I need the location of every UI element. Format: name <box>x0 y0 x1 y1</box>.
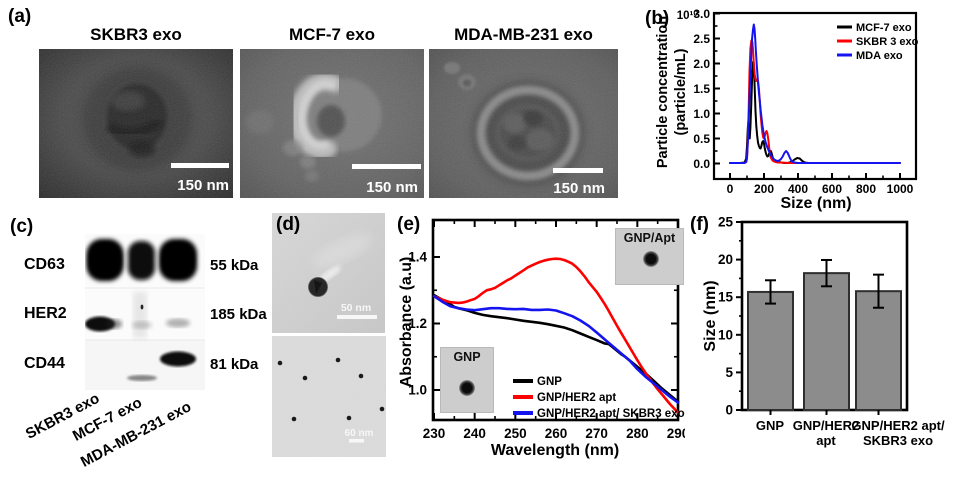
chart-particle-size-distribution: 0 200 400 600 800 1000 0.0 0.5 1.0 1.5 2.0 2.5 3.0 MC… <box>655 7 919 212</box>
tem-image-gnp-single: 50 nm <box>272 213 385 333</box>
scale-bar-label-d1: 50 nm <box>341 302 371 314</box>
svg-text:GNP: GNP <box>537 376 562 388</box>
panel-c-label: (c) <box>10 216 34 237</box>
svg-text:270: 270 <box>585 426 608 441</box>
svg-text:SKBR 3 exo: SKBR 3 exo <box>856 36 919 48</box>
blot-weight-label-81kda: 81 kDa <box>210 356 259 373</box>
tem-image-gnp-dispersed: 60 nm <box>272 336 386 457</box>
svg-text:280: 280 <box>626 426 649 441</box>
blot-row-label-cd63: CD63 <box>24 256 65 273</box>
svg-text:GNP/HER2: GNP/HER2 <box>793 418 859 433</box>
svg-text:GNP/HER2 apt/ SKBR3 exo: GNP/HER2 apt/ SKBR3 exo <box>537 408 685 420</box>
panel-d-label: (d) <box>276 214 301 235</box>
inset-gnp-label: GNP <box>453 350 481 364</box>
svg-text:5: 5 <box>725 365 733 380</box>
blot-weight-label-55kda: 55 kDa <box>210 257 259 274</box>
panel-a-label: (a) <box>8 6 32 27</box>
tem-image-skbr3-exo: 150 nm <box>39 49 233 198</box>
svg-text:1000: 1000 <box>887 182 914 196</box>
svg-text:1.2: 1.2 <box>408 316 427 331</box>
scale-bar-label-a3: 150 nm <box>553 180 605 197</box>
svg-text:20: 20 <box>718 252 733 267</box>
svg-text:15: 15 <box>718 290 734 305</box>
tem-title-skbr3: SKBR3 exo <box>90 25 182 44</box>
svg-text:400: 400 <box>788 182 808 196</box>
svg-text:MDA exo: MDA exo <box>856 50 903 62</box>
svg-text:240: 240 <box>463 426 486 441</box>
svg-text:GNP/HER2 apt/: GNP/HER2 apt/ <box>851 418 945 433</box>
svg-text:10: 10 <box>718 327 733 342</box>
blot-row-label-cd44: CD44 <box>24 355 65 372</box>
svg-text:Size (nm): Size (nm) <box>702 280 719 351</box>
panel-f-label: (f) <box>690 214 709 235</box>
svg-text:0.0: 0.0 <box>693 157 710 171</box>
gnp-apt-particle-dot <box>643 251 659 267</box>
svg-text:Wavelength (nm): Wavelength (nm) <box>491 442 619 459</box>
tem-image-mda-exo: 150 nm <box>429 49 618 198</box>
chart-absorbance-spectra: 230 240 250 260 270 280 290 1.0 1.2 1.4 GNP GNP/HER… <box>398 218 685 459</box>
svg-text:2.0: 2.0 <box>693 57 710 71</box>
panel-b-label: (b) <box>645 8 670 29</box>
western-blot-image <box>85 234 205 390</box>
svg-text:(particle/mL): (particle/mL) <box>673 48 689 135</box>
scale-bar-label-a1: 150 nm <box>177 177 229 194</box>
svg-text:800: 800 <box>856 182 876 196</box>
svg-text:1.0: 1.0 <box>693 107 710 121</box>
svg-text:0: 0 <box>725 403 733 418</box>
svg-text:290: 290 <box>667 426 685 441</box>
svg-text:600: 600 <box>822 182 842 196</box>
svg-text:GNP: GNP <box>756 418 785 433</box>
tem-title-mcf7: MCF-7 exo <box>289 25 375 44</box>
svg-text:0: 0 <box>727 182 734 196</box>
svg-text:Absorbance (a.u): Absorbance (a.u) <box>398 257 415 388</box>
svg-text:Size (nm): Size (nm) <box>780 195 851 212</box>
scale-bar-label-d2: 60 nm <box>345 428 374 439</box>
svg-text:10¹⁰: 10¹⁰ <box>677 9 699 22</box>
svg-text:3.0: 3.0 <box>693 7 710 21</box>
gnp-particle-dot <box>459 380 475 396</box>
svg-text:SKBR3 exo: SKBR3 exo <box>863 433 933 448</box>
svg-text:MCF-7 exo: MCF-7 exo <box>856 22 912 34</box>
svg-text:apt: apt <box>816 433 836 448</box>
panel-e-label: (e) <box>397 214 421 235</box>
svg-text:Particle concentration: Particle concentration <box>655 16 671 168</box>
inset-gnp-apt: GNP/Apt <box>615 228 684 285</box>
svg-text:200: 200 <box>754 182 774 196</box>
svg-text:25: 25 <box>718 215 734 230</box>
svg-text:230: 230 <box>423 426 446 441</box>
svg-text:1.0: 1.0 <box>408 383 427 398</box>
svg-text:GNP/HER2 apt: GNP/HER2 apt <box>537 392 616 404</box>
inset-gnp-apt-label: GNP/Apt <box>623 231 676 245</box>
svg-text:250: 250 <box>504 426 527 441</box>
svg-text:260: 260 <box>545 426 568 441</box>
tem-title-mda: MDA-MB-231 exo <box>454 25 593 44</box>
tem-image-mcf7-exo: 150 nm <box>240 49 424 198</box>
scale-bar-label-a2: 150 nm <box>366 179 418 196</box>
blot-row-label-her2: HER2 <box>24 305 67 322</box>
blot-weight-label-185kda: 185 kDa <box>210 306 267 323</box>
svg-text:2.5: 2.5 <box>693 32 710 46</box>
svg-text:1.5: 1.5 <box>693 82 710 96</box>
inset-gnp: GNP <box>440 347 494 413</box>
svg-text:1.4: 1.4 <box>408 250 427 265</box>
svg-text:0.5: 0.5 <box>693 132 710 146</box>
